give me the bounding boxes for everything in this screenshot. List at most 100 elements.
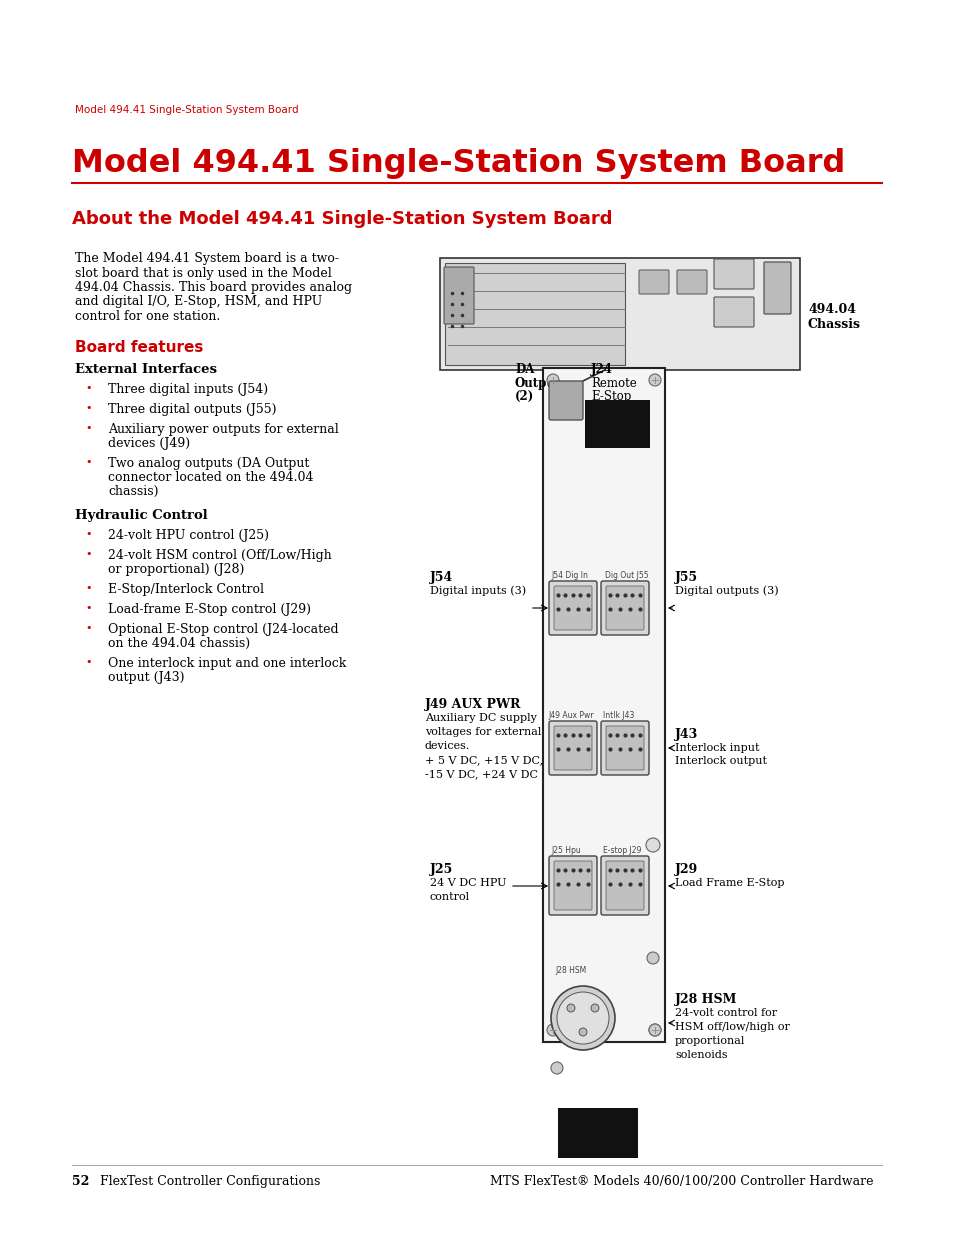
Text: Load-frame E-Stop control (J29): Load-frame E-Stop control (J29) [108, 603, 311, 616]
Bar [439, 258, 800, 370]
Text: •: • [85, 424, 91, 433]
Circle shape [648, 374, 660, 387]
Text: •: • [85, 657, 91, 667]
Text: J55: J55 [675, 571, 698, 584]
Text: Output: Output [515, 377, 560, 390]
FancyBboxPatch shape [554, 585, 592, 630]
FancyBboxPatch shape [548, 382, 582, 420]
FancyBboxPatch shape [600, 856, 648, 915]
Text: •: • [85, 603, 91, 613]
Text: connector located on the 494.04: connector located on the 494.04 [108, 471, 314, 484]
Text: J24: J24 [590, 363, 613, 375]
FancyBboxPatch shape [605, 726, 643, 769]
Text: J43: J43 [675, 727, 698, 741]
Text: 24-volt HSM control (Off/Low/High: 24-volt HSM control (Off/Low/High [108, 550, 332, 562]
Text: J28 HSM: J28 HSM [675, 993, 737, 1007]
Text: •: • [85, 457, 91, 467]
Text: External Interfaces: External Interfaces [75, 363, 216, 375]
Text: Hydraulic Control: Hydraulic Control [75, 509, 208, 522]
Text: E-stop J29: E-stop J29 [602, 846, 640, 855]
Text: + 5 V DC, +15 V DC,: + 5 V DC, +15 V DC, [424, 755, 542, 764]
Text: 494.04: 494.04 [807, 303, 855, 316]
Text: •: • [85, 550, 91, 559]
FancyBboxPatch shape [605, 585, 643, 630]
FancyBboxPatch shape [600, 580, 648, 635]
Circle shape [551, 986, 615, 1050]
Text: Three digital inputs (J54): Three digital inputs (J54) [108, 383, 268, 396]
Text: Optional E-Stop control (J24-located: Optional E-Stop control (J24-located [108, 622, 338, 636]
Circle shape [648, 1024, 660, 1036]
FancyBboxPatch shape [548, 721, 597, 776]
Text: J54 Dig In: J54 Dig In [551, 571, 587, 580]
Text: FlexTest Controller Configurations: FlexTest Controller Configurations [100, 1174, 320, 1188]
Bar [584, 400, 649, 448]
Text: Interlock input: Interlock input [675, 743, 759, 753]
Text: Digital outputs (3): Digital outputs (3) [675, 585, 778, 595]
Text: The Model 494.41 System board is a two-: The Model 494.41 System board is a two- [75, 252, 338, 266]
Text: voltages for external: voltages for external [424, 727, 540, 737]
Text: J25: J25 [430, 863, 453, 876]
Text: DA: DA [515, 363, 534, 375]
Text: J49 AUX PWR: J49 AUX PWR [424, 698, 521, 711]
Text: 24-volt HPU control (J25): 24-volt HPU control (J25) [108, 529, 269, 542]
Text: (2): (2) [515, 390, 534, 403]
Text: on the 494.04 chassis): on the 494.04 chassis) [108, 637, 250, 650]
Text: -15 V DC, +24 V DC: -15 V DC, +24 V DC [424, 769, 537, 779]
Text: E-Stop/Interlock Control: E-Stop/Interlock Control [108, 583, 264, 597]
Text: 24-volt control for: 24-volt control for [675, 1008, 777, 1018]
Text: •: • [85, 583, 91, 593]
Text: control for one station.: control for one station. [75, 310, 220, 324]
Text: slot board that is only used in the Model: slot board that is only used in the Mode… [75, 267, 332, 279]
Circle shape [645, 839, 659, 852]
Text: •: • [85, 622, 91, 634]
Bar [558, 1108, 638, 1158]
Text: Remote: Remote [590, 377, 636, 390]
Text: E-Stop: E-Stop [590, 390, 631, 403]
Text: output (J43): output (J43) [108, 671, 184, 684]
FancyBboxPatch shape [713, 296, 753, 327]
Text: Auxiliary power outputs for external: Auxiliary power outputs for external [108, 424, 338, 436]
Text: Model 494.41 Single-Station System Board: Model 494.41 Single-Station System Board [75, 105, 298, 115]
Circle shape [546, 1024, 558, 1036]
FancyBboxPatch shape [713, 259, 753, 289]
Text: control: control [430, 892, 470, 902]
Text: Chassis: Chassis [807, 317, 861, 331]
Text: MTS FlexTest® Models 40/60/100/200 Controller Hardware: MTS FlexTest® Models 40/60/100/200 Contr… [490, 1174, 873, 1188]
FancyBboxPatch shape [677, 270, 706, 294]
Text: About the Model 494.41 Single-Station System Board: About the Model 494.41 Single-Station Sy… [71, 210, 612, 228]
Bar [444, 263, 624, 366]
FancyBboxPatch shape [639, 270, 668, 294]
Circle shape [590, 1004, 598, 1011]
FancyBboxPatch shape [763, 262, 790, 314]
Text: 494.04 Chassis. This board provides analog: 494.04 Chassis. This board provides anal… [75, 282, 352, 294]
Text: J49 Aux Pwr: J49 Aux Pwr [547, 711, 593, 720]
Text: Load Frame E-Stop: Load Frame E-Stop [675, 878, 783, 888]
Circle shape [557, 992, 608, 1044]
Text: J28 HSM: J28 HSM [555, 966, 586, 974]
Text: and digital I/O, E-Stop, HSM, and HPU: and digital I/O, E-Stop, HSM, and HPU [75, 295, 322, 309]
Text: Intlk J43: Intlk J43 [602, 711, 634, 720]
Text: •: • [85, 383, 91, 393]
Text: Model 494.41 Single-Station System Board: Model 494.41 Single-Station System Board [71, 148, 844, 179]
FancyBboxPatch shape [554, 861, 592, 910]
Text: Three digital outputs (J55): Three digital outputs (J55) [108, 403, 276, 416]
Text: One interlock input and one interlock: One interlock input and one interlock [108, 657, 346, 671]
Text: proportional: proportional [675, 1036, 744, 1046]
Circle shape [648, 1024, 660, 1036]
Text: J29: J29 [675, 863, 698, 876]
Text: HSM off/low/high or: HSM off/low/high or [675, 1023, 789, 1032]
FancyBboxPatch shape [605, 861, 643, 910]
Circle shape [546, 374, 558, 387]
Text: devices.: devices. [424, 741, 470, 751]
FancyBboxPatch shape [554, 726, 592, 769]
Circle shape [646, 952, 659, 965]
Text: or proportional) (J28): or proportional) (J28) [108, 563, 244, 576]
Text: Interlock output: Interlock output [675, 756, 766, 766]
Text: Two analog outputs (DA Output: Two analog outputs (DA Output [108, 457, 309, 471]
FancyBboxPatch shape [548, 856, 597, 915]
Text: 24 V DC HPU: 24 V DC HPU [430, 878, 506, 888]
Text: •: • [85, 403, 91, 412]
FancyBboxPatch shape [600, 721, 648, 776]
Text: •: • [85, 529, 91, 538]
Text: Digital inputs (3): Digital inputs (3) [430, 585, 525, 595]
